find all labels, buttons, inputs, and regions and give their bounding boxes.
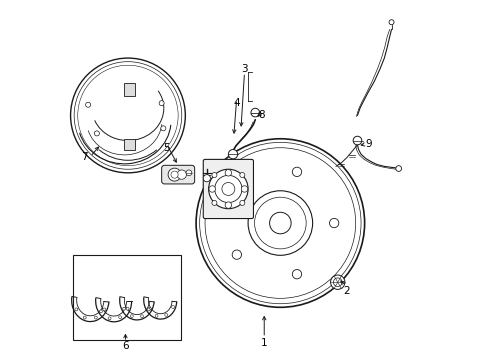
Circle shape bbox=[148, 307, 151, 310]
Circle shape bbox=[224, 202, 231, 208]
Circle shape bbox=[211, 172, 217, 177]
Text: 6: 6 bbox=[122, 341, 128, 351]
Circle shape bbox=[130, 315, 133, 318]
Circle shape bbox=[204, 148, 355, 298]
Circle shape bbox=[74, 62, 182, 169]
Text: 1: 1 bbox=[261, 338, 267, 348]
Circle shape bbox=[102, 308, 105, 311]
Circle shape bbox=[250, 108, 259, 117]
Circle shape bbox=[254, 197, 305, 249]
Circle shape bbox=[228, 149, 237, 159]
Circle shape bbox=[159, 101, 164, 106]
Circle shape bbox=[100, 310, 102, 313]
Circle shape bbox=[196, 139, 364, 307]
Text: 9: 9 bbox=[364, 139, 371, 149]
Circle shape bbox=[161, 126, 165, 131]
Text: 3: 3 bbox=[241, 64, 247, 74]
Bar bbox=[73, 255, 180, 339]
Circle shape bbox=[78, 65, 178, 166]
Bar bbox=[124, 83, 135, 96]
Circle shape bbox=[70, 58, 185, 173]
Text: 7: 7 bbox=[81, 152, 88, 162]
Circle shape bbox=[222, 183, 234, 195]
Text: 4: 4 bbox=[233, 98, 240, 108]
Circle shape bbox=[108, 317, 111, 320]
Text: 5: 5 bbox=[163, 143, 170, 153]
FancyBboxPatch shape bbox=[203, 159, 253, 219]
Text: 2: 2 bbox=[343, 286, 349, 296]
Circle shape bbox=[330, 275, 344, 289]
Circle shape bbox=[292, 167, 301, 176]
Circle shape bbox=[241, 186, 247, 192]
Circle shape bbox=[269, 212, 290, 234]
Circle shape bbox=[224, 170, 231, 176]
Circle shape bbox=[171, 306, 174, 309]
Circle shape bbox=[352, 136, 361, 145]
Circle shape bbox=[83, 316, 86, 319]
Circle shape bbox=[177, 170, 186, 179]
Circle shape bbox=[203, 175, 210, 182]
Circle shape bbox=[329, 219, 338, 228]
Circle shape bbox=[126, 307, 129, 310]
Circle shape bbox=[155, 314, 158, 317]
Circle shape bbox=[85, 102, 90, 107]
Circle shape bbox=[239, 172, 244, 177]
FancyBboxPatch shape bbox=[162, 165, 194, 184]
Circle shape bbox=[388, 20, 393, 25]
Circle shape bbox=[147, 308, 150, 311]
Circle shape bbox=[232, 187, 241, 196]
Circle shape bbox=[75, 308, 78, 311]
Circle shape bbox=[140, 315, 143, 318]
Circle shape bbox=[94, 316, 97, 319]
Circle shape bbox=[214, 175, 242, 203]
Circle shape bbox=[122, 307, 125, 310]
Circle shape bbox=[292, 270, 301, 279]
Circle shape bbox=[211, 201, 217, 206]
Circle shape bbox=[247, 191, 312, 255]
Circle shape bbox=[199, 142, 360, 304]
Circle shape bbox=[94, 131, 99, 136]
Circle shape bbox=[208, 186, 215, 192]
Circle shape bbox=[239, 201, 244, 206]
Circle shape bbox=[168, 168, 181, 181]
Circle shape bbox=[119, 316, 122, 319]
Circle shape bbox=[185, 170, 191, 176]
Circle shape bbox=[333, 278, 341, 287]
Circle shape bbox=[171, 171, 178, 178]
Circle shape bbox=[208, 169, 247, 209]
Circle shape bbox=[232, 250, 241, 259]
Circle shape bbox=[395, 166, 401, 171]
Text: 8: 8 bbox=[258, 111, 264, 121]
Bar bbox=[124, 139, 135, 149]
Circle shape bbox=[164, 314, 167, 316]
